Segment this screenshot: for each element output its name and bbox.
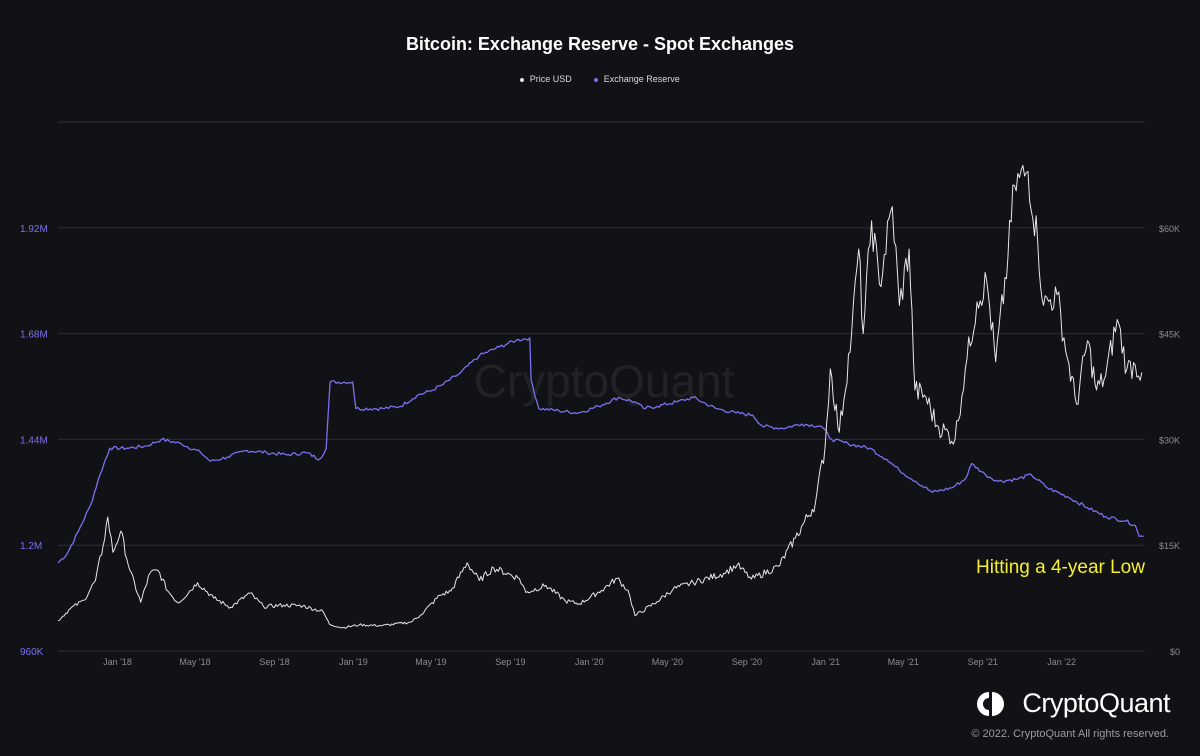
right-axis-tick-label-2: $30K bbox=[1159, 435, 1180, 445]
x-axis-tick-label-4: May '19 bbox=[415, 657, 446, 667]
left-axis-tick-label-0: 960K bbox=[20, 647, 44, 658]
right-axis-tick-label-0: $0 bbox=[1170, 647, 1180, 657]
x-axis-tick-label-0: Jan '18 bbox=[103, 657, 132, 667]
x-axis-tick-label-7: May '20 bbox=[652, 657, 683, 667]
grid-lines bbox=[58, 121, 1145, 652]
watermark-text: CryptoQuant bbox=[474, 355, 735, 407]
chart-legend: Price USD Exchange Reserve bbox=[0, 74, 1200, 84]
legend-label-reserve: Exchange Reserve bbox=[603, 74, 680, 84]
legend-label-price: Price USD bbox=[529, 74, 572, 84]
price-usd-series-line bbox=[57, 164, 1143, 629]
left-axis-tick-label-4: 1.92M bbox=[20, 224, 48, 235]
legend-item-reserve[interactable]: Exchange Reserve bbox=[594, 74, 680, 84]
x-axis-tick-label-12: Jan '22 bbox=[1047, 657, 1076, 667]
annotation-label: Hitting a 4-year Low bbox=[976, 557, 1145, 578]
brand-logo: CryptoQuant bbox=[976, 688, 1170, 719]
x-axis-tick-label-5: Sep '19 bbox=[495, 657, 525, 667]
x-axis-tick-label-11: Sep '21 bbox=[968, 657, 998, 667]
x-axis-tick-label-10: May '21 bbox=[888, 657, 919, 667]
left-axis-tick-label-3: 1.68M bbox=[20, 330, 48, 341]
left-axis-tick-label-2: 1.44M bbox=[20, 435, 48, 446]
brand-name: CryptoQuant bbox=[1022, 688, 1170, 718]
x-axis-tick-label-3: Jan '19 bbox=[339, 657, 368, 667]
right-axis-tick-label-4: $60K bbox=[1159, 224, 1180, 234]
reserve-legend-dot-icon bbox=[594, 77, 599, 82]
chart-title: Bitcoin: Exchange Reserve - Spot Exchang… bbox=[405, 34, 795, 54]
legend-item-price[interactable]: Price USD bbox=[520, 74, 572, 84]
price-legend-dot-icon bbox=[520, 77, 525, 82]
copyright-text: © 2022. CryptoQuant All rights reserved. bbox=[971, 728, 1169, 740]
x-axis-tick-label-1: May '18 bbox=[179, 657, 210, 667]
exchange-reserve-series-line bbox=[57, 337, 1144, 564]
left-axis-tick-label-1: 1.2M bbox=[20, 541, 42, 552]
axis-labels: 960K 1.2M 1.44M 1.68M 1.92M $0 $15K $30K $45K $60… bbox=[20, 224, 1180, 667]
x-axis-tick-label-2: Sep '18 bbox=[259, 657, 289, 667]
cryptoquant-logo-icon bbox=[977, 691, 1005, 716]
series-lines bbox=[57, 164, 1144, 629]
x-axis-tick-label-8: Sep '20 bbox=[732, 657, 762, 667]
right-axis-tick-label-1: $15K bbox=[1159, 541, 1180, 551]
x-axis-tick-label-9: Jan '21 bbox=[811, 657, 840, 667]
right-axis-tick-label-3: $45K bbox=[1159, 330, 1180, 340]
x-axis-tick-label-6: Jan '20 bbox=[575, 657, 604, 667]
